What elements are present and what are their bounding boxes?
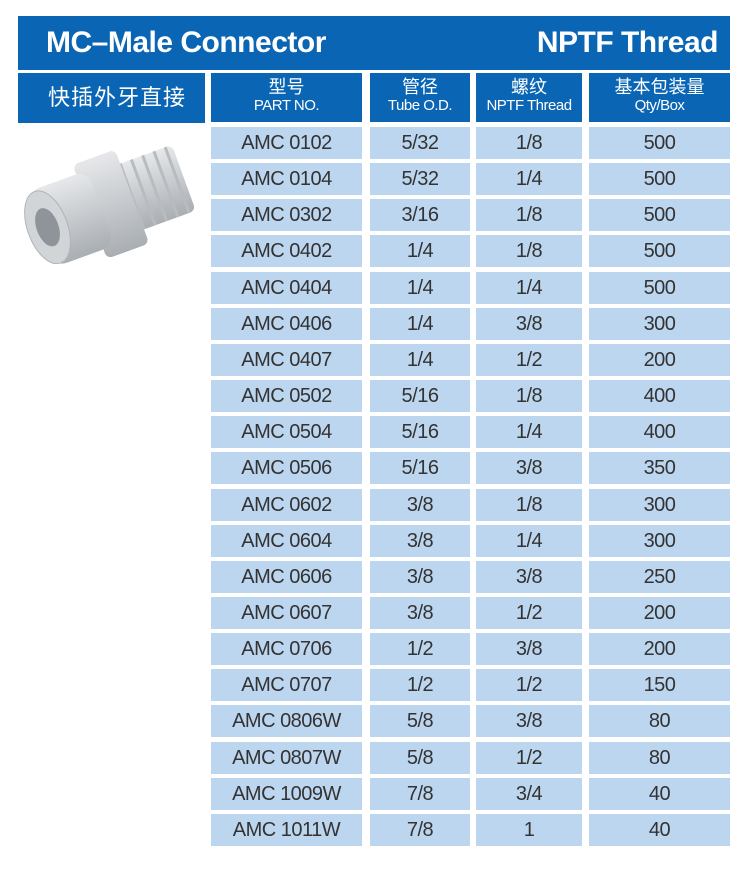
table-cell: AMC 0406	[211, 307, 362, 340]
table-cell: 1/4	[370, 271, 470, 304]
table-cell: 1/2	[370, 633, 470, 666]
table-cell: AMC 0807W	[211, 741, 362, 774]
table-cell: 250	[589, 560, 730, 593]
table-cell: AMC 0407	[211, 343, 362, 376]
table-cell: 40	[589, 813, 730, 846]
table-cell: 500	[589, 199, 730, 232]
table-cell: 3/8	[476, 633, 582, 666]
product-title: MC–Male Connector	[46, 26, 326, 59]
table-cell: 500	[589, 163, 730, 196]
table-cell: 5/16	[370, 380, 470, 413]
table-cell: 1/4	[476, 524, 582, 557]
table-cell: 1/8	[476, 380, 582, 413]
table-cell: 3/8	[370, 596, 470, 629]
table-cell: 3/8	[370, 524, 470, 557]
table-cell: 1/4	[476, 271, 582, 304]
table-cell: 3/8	[476, 560, 582, 593]
column-header-cn: 型号	[268, 77, 305, 97]
column-header: 型号 PART NO.	[211, 73, 362, 122]
table-cell: 300	[589, 524, 730, 557]
table-cell: AMC 0506	[211, 452, 362, 485]
table-cell: 150	[589, 669, 730, 702]
table-cell: 1/4	[370, 307, 470, 340]
table-cell: AMC 0707	[211, 669, 362, 702]
table-cell: 200	[589, 343, 730, 376]
table-cell: 500	[589, 235, 730, 268]
column-header: 螺纹 NPTF Thread	[476, 73, 582, 122]
table-cell: 3/4	[476, 777, 582, 810]
table-cell: AMC 0806W	[211, 705, 362, 738]
column-header: 基本包装量 Qty/Box	[589, 73, 730, 122]
table-cell: 1/2	[476, 669, 582, 702]
table-cell: 5/32	[370, 127, 470, 159]
table-cell: 3/8	[476, 307, 582, 340]
table-cell: AMC 0404	[211, 271, 362, 304]
title-bar: MC–Male Connector NPTF Thread	[18, 16, 730, 70]
table-cell: 7/8	[370, 777, 470, 810]
table-cell: 3/8	[476, 705, 582, 738]
table-cell: AMC 0402	[211, 235, 362, 268]
table-cell: 5/8	[370, 705, 470, 738]
table-cell: 1/8	[476, 199, 582, 232]
table-cell: 1/4	[370, 235, 470, 268]
column-header-en: Qty/Box	[634, 97, 685, 114]
table-cell: AMC 0502	[211, 380, 362, 413]
table-cell: 1/2	[476, 596, 582, 629]
table-cell: AMC 1009W	[211, 777, 362, 810]
table-cell: 1/2	[476, 343, 582, 376]
table-cell: AMC 0604	[211, 524, 362, 557]
table-cell: 1/2	[370, 669, 470, 702]
table-cell: 80	[589, 741, 730, 774]
table-cell: 3/8	[370, 560, 470, 593]
table-cell: 3/16	[370, 199, 470, 232]
table-cell: AMC 0607	[211, 596, 362, 629]
column-header-en: PART NO.	[253, 97, 320, 114]
table-cell: 1/4	[476, 163, 582, 196]
table-cell: 1/8	[476, 235, 582, 268]
table-cell: 300	[589, 307, 730, 340]
table-cell: 1/8	[476, 488, 582, 521]
table-cell: AMC 0302	[211, 199, 362, 232]
table-cell: 1/8	[476, 127, 582, 159]
column-header-cn: 基本包装量	[614, 77, 705, 97]
table-cell: 1/2	[476, 741, 582, 774]
table-cell: 400	[589, 416, 730, 449]
column-header-cn: 管径	[402, 77, 438, 97]
table-cell: 350	[589, 452, 730, 485]
table-cell: 5/8	[370, 741, 470, 774]
table-cell: 400	[589, 380, 730, 413]
thread-type: NPTF Thread	[536, 26, 719, 59]
column-header-en: NPTF Thread	[486, 97, 572, 114]
table-cell: 80	[589, 705, 730, 738]
table-cell: AMC 0602	[211, 488, 362, 521]
table-cell: 5/32	[370, 163, 470, 196]
table-cell: 7/8	[370, 813, 470, 846]
table-cell: 1/4	[476, 416, 582, 449]
table-cell: AMC 0102	[211, 127, 362, 159]
table-cell: 200	[589, 633, 730, 666]
table-cell: 3/8	[370, 488, 470, 521]
column-header-en: Tube O.D.	[387, 97, 453, 114]
table-cell: 1/4	[370, 343, 470, 376]
table-cell: 3/8	[476, 452, 582, 485]
table-cell: 40	[589, 777, 730, 810]
table-cell: AMC 0606	[211, 560, 362, 593]
male-connector-image	[24, 146, 195, 265]
table-cell: 5/16	[370, 416, 470, 449]
table-cell: 500	[589, 127, 730, 159]
chinese-product-label: 快插外牙直接	[18, 73, 205, 123]
table-cell: 1	[476, 813, 582, 846]
table-cell: 500	[589, 271, 730, 304]
table-cell: AMC 1011W	[211, 813, 362, 846]
table-cell: 5/16	[370, 452, 470, 485]
table-cell: 200	[589, 596, 730, 629]
column-header: 管径 Tube O.D.	[370, 73, 470, 122]
table-cell: AMC 0504	[211, 416, 362, 449]
column-header-cn: 螺纹	[511, 77, 547, 97]
table-cell: AMC 0706	[211, 633, 362, 666]
table-cell: AMC 0104	[211, 163, 362, 196]
table-cell: 300	[589, 488, 730, 521]
